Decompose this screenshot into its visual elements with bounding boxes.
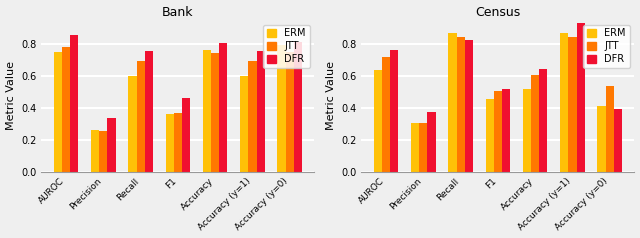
Bar xyxy=(211,53,220,172)
Bar xyxy=(465,40,473,172)
Bar xyxy=(285,52,294,172)
Y-axis label: Metric Value: Metric Value xyxy=(6,61,15,130)
Bar xyxy=(203,50,211,172)
Bar xyxy=(411,123,419,172)
Bar xyxy=(523,89,531,172)
Bar xyxy=(456,37,465,172)
Bar xyxy=(428,112,436,172)
Bar xyxy=(166,114,174,172)
Bar xyxy=(70,35,78,172)
Bar xyxy=(540,69,547,172)
Bar xyxy=(182,98,190,172)
Legend: ERM, JTT, DFR: ERM, JTT, DFR xyxy=(583,25,630,68)
Bar xyxy=(240,76,248,172)
Bar xyxy=(128,76,136,172)
Title: Census: Census xyxy=(476,5,520,19)
Bar xyxy=(597,106,605,172)
Bar xyxy=(99,131,108,172)
Bar xyxy=(419,123,428,172)
Bar xyxy=(145,51,153,172)
Bar xyxy=(502,89,510,172)
Bar xyxy=(605,86,614,172)
Bar xyxy=(220,43,227,172)
Bar xyxy=(108,118,116,172)
Bar xyxy=(486,99,494,172)
Bar xyxy=(382,57,390,172)
Bar xyxy=(448,33,456,172)
Bar xyxy=(560,33,568,172)
Y-axis label: Metric Value: Metric Value xyxy=(326,61,335,130)
Title: Bank: Bank xyxy=(162,5,194,19)
Bar xyxy=(257,51,265,172)
Legend: ERM, JTT, DFR: ERM, JTT, DFR xyxy=(263,25,310,68)
Bar xyxy=(494,91,502,172)
Bar xyxy=(54,52,62,172)
Bar xyxy=(294,42,302,172)
Bar xyxy=(91,130,99,172)
Bar xyxy=(568,37,577,172)
Bar xyxy=(374,70,382,172)
Bar xyxy=(62,47,70,172)
Bar xyxy=(577,23,585,172)
Bar xyxy=(614,109,622,172)
Bar xyxy=(136,60,145,172)
Bar xyxy=(248,60,257,172)
Bar xyxy=(390,50,398,172)
Bar xyxy=(277,45,285,172)
Bar xyxy=(531,75,540,172)
Bar xyxy=(174,113,182,172)
